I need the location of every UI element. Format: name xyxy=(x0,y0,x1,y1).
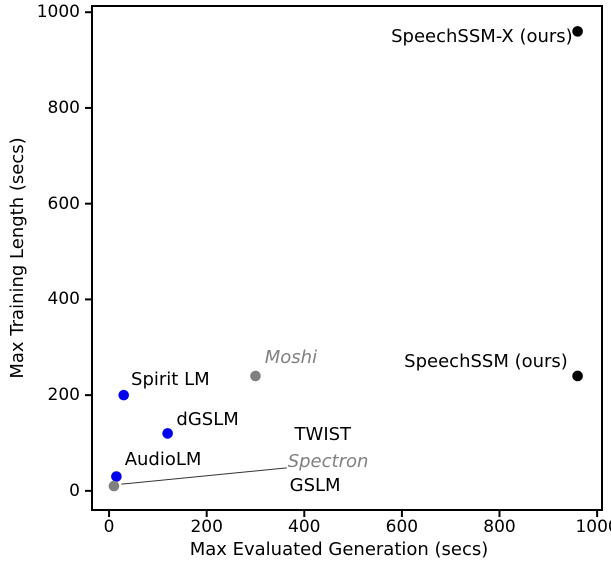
point-label-spectron: Spectron xyxy=(287,450,369,472)
point-label-twist: TWIST xyxy=(294,424,352,446)
x-tick-label-0: 0 xyxy=(103,517,115,537)
leader-line xyxy=(121,467,287,485)
y-tick-label-800: 800 xyxy=(47,97,80,118)
axes-spines xyxy=(91,5,603,511)
y-axis-label: Max Training Length (secs) xyxy=(7,137,28,379)
x-axis-label: Max Evaluated Generation (secs) xyxy=(189,539,489,560)
data-point-speechssm-ours xyxy=(572,370,583,382)
x-tick-label-800: 800 xyxy=(483,517,516,537)
x-tick-label-600: 600 xyxy=(385,517,419,537)
x-tick-label-1000: 1000 xyxy=(575,517,611,537)
data-point-spirit-lm xyxy=(118,389,130,401)
point-label-spirit-lm: Spirit LM xyxy=(131,368,210,390)
data-point-gslm-twist-spectron xyxy=(108,480,120,492)
y-tick-label-400: 400 xyxy=(47,289,80,310)
x-tick-label-200: 200 xyxy=(190,517,223,537)
data-point-dgslm xyxy=(162,428,173,439)
point-label-dgslm: dGSLM xyxy=(176,409,239,431)
point-label-speechssm-ours: SpeechSSM (ours) xyxy=(404,350,568,372)
y-tick-label-1000: 1000 xyxy=(36,2,80,23)
point-label-moshi: Moshi xyxy=(264,346,318,368)
y-tick-label-0: 0 xyxy=(69,480,80,501)
point-label-speechssm-x-ours: SpeechSSM-X (ours) xyxy=(391,25,573,47)
y-tick-label-600: 600 xyxy=(47,193,80,214)
data-point-audiolm xyxy=(111,471,122,482)
data-point-moshi xyxy=(250,370,261,382)
x-tick-label-400: 400 xyxy=(288,517,321,537)
y-tick-label-200: 200 xyxy=(47,385,80,406)
point-label-gslm: GSLM xyxy=(289,474,341,496)
data-point-speechssm-x-ours xyxy=(572,26,583,37)
point-label-audiolm: AudioLM xyxy=(124,448,202,470)
